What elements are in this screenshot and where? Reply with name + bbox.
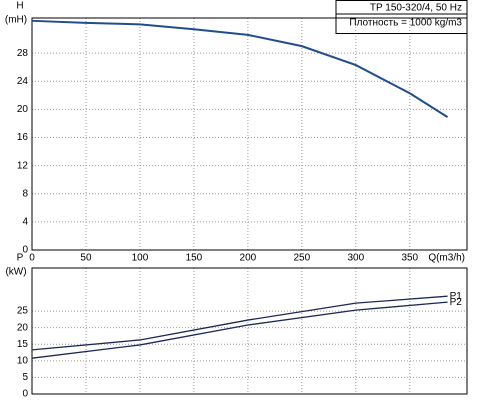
x-tick-label: 200 [240, 253, 257, 264]
y-tick-label: 28 [17, 48, 29, 59]
y-tick-label: 5 [22, 372, 28, 383]
x-tick-label: 250 [294, 253, 311, 264]
y-tick-label: 25 [17, 306, 29, 317]
y-axis-unit: (kW) [5, 267, 26, 278]
series-label: P2 [450, 297, 463, 308]
x-tick-label: 300 [347, 253, 364, 264]
y-tick-label: 0 [22, 245, 28, 256]
plot-frame [31, 267, 468, 395]
plot-frame [31, 17, 468, 251]
curve [31, 301, 448, 359]
y-tick-label: 12 [17, 160, 29, 171]
x-tick-label: 50 [80, 253, 92, 264]
y-tick-label: 8 [22, 188, 28, 199]
y-tick-label: 10 [17, 355, 29, 366]
legend-text: TP 150-320/4, 50 Hz [370, 3, 462, 14]
x-tick-label: 100 [132, 253, 149, 264]
y-axis-label: H [16, 1, 23, 12]
y-tick-label: 24 [17, 76, 29, 87]
y-axis-unit: (mH) [5, 15, 27, 26]
x-axis-label: Q(m3/h) [428, 253, 465, 264]
y-tick-label: 4 [22, 217, 28, 228]
legend-box [335, 0, 468, 34]
x-tick-label: 150 [186, 253, 203, 264]
y-tick-label: 20 [17, 322, 29, 333]
curve [31, 295, 448, 351]
y-tick-label: 15 [17, 339, 29, 350]
y-tick-label: 20 [17, 104, 29, 115]
x-tick-label: 350 [401, 253, 418, 264]
y-tick-label: 16 [17, 132, 29, 143]
y-tick-label: 0 [22, 389, 28, 400]
x-tick-label: 0 [29, 253, 35, 264]
y-axis-label: P [17, 253, 24, 264]
curve [31, 19, 449, 118]
series-label: P1 [450, 291, 463, 302]
legend-text: Плотность = 1000 kg/m3 [349, 18, 462, 29]
